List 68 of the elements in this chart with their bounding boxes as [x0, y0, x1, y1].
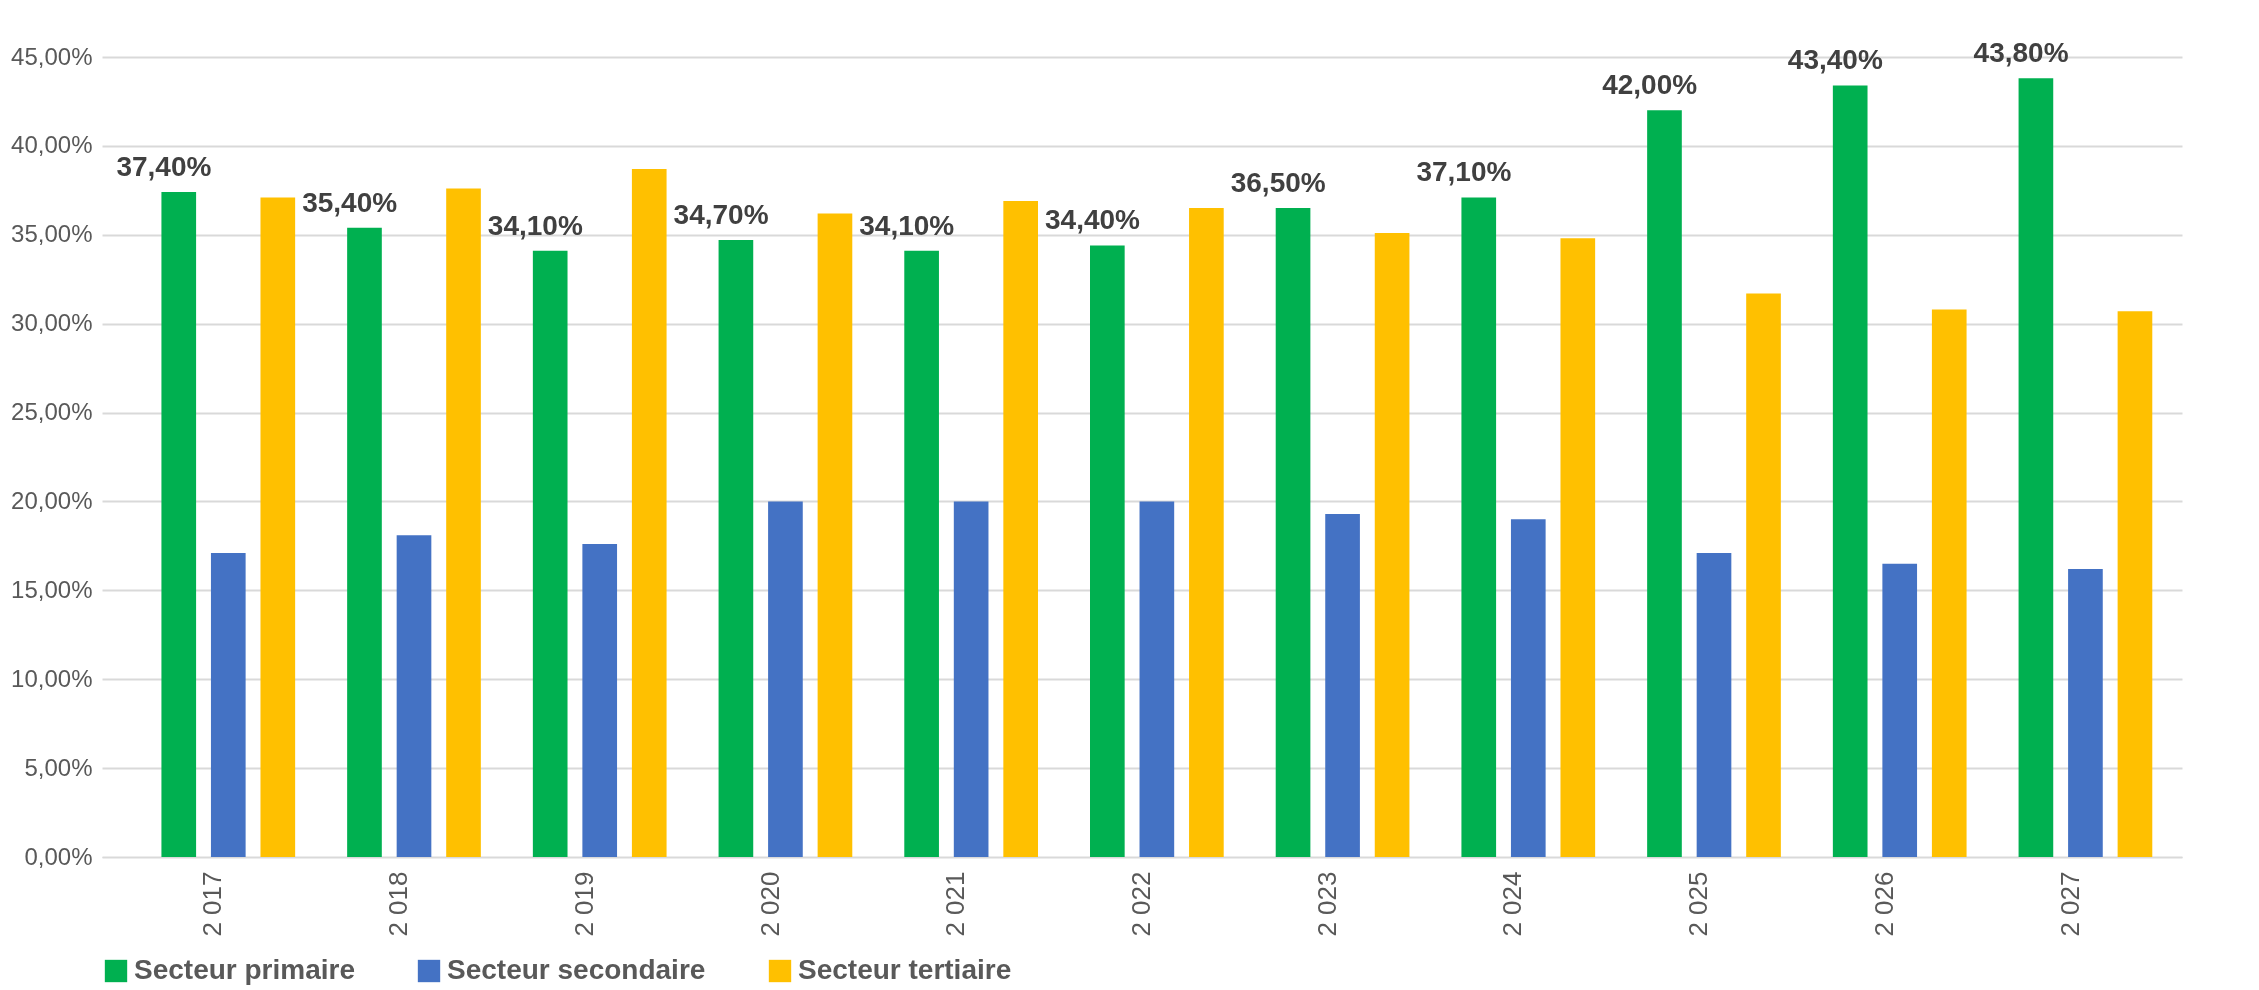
- bar: [210, 553, 246, 857]
- bar: [1696, 553, 1732, 857]
- legend-label: Secteur secondaire: [447, 954, 706, 985]
- x-tick-label: 2 022: [1126, 871, 1156, 937]
- bar: [718, 240, 754, 857]
- data-label: 34,10%: [487, 209, 583, 241]
- bar: [1139, 501, 1175, 857]
- data-label: 36,50%: [1230, 167, 1326, 199]
- data-label: 34,70%: [673, 199, 769, 231]
- bar: [532, 250, 568, 857]
- bar: [631, 169, 667, 857]
- data-label: 43,80%: [1973, 37, 2069, 69]
- legend-label: Secteur tertiaire: [798, 954, 1012, 985]
- y-tick-label: 25,00%: [11, 398, 93, 426]
- data-label: 37,40%: [116, 151, 212, 183]
- bar: [1746, 293, 1781, 857]
- x-tick-label: 2 027: [2054, 871, 2085, 937]
- y-tick-label: 5,00%: [24, 753, 93, 781]
- bar: [1647, 110, 1682, 857]
- bar: [1510, 519, 1546, 857]
- y-tick-label: 0,00%: [24, 842, 93, 870]
- x-tick-label: 2 024: [1497, 871, 1528, 937]
- bar: [904, 250, 939, 857]
- x-tick-label: 2 025: [1683, 871, 1714, 937]
- bar: [446, 188, 481, 857]
- bar: [347, 227, 382, 857]
- bar: [1461, 197, 1497, 857]
- bar: [2068, 569, 2103, 857]
- bar: [1003, 201, 1038, 857]
- bar: [1931, 309, 1967, 857]
- y-tick-label: 45,00%: [11, 42, 93, 70]
- bar: [1832, 85, 1868, 857]
- data-label: 35,40%: [302, 186, 398, 218]
- bar: [396, 535, 432, 857]
- bar: [953, 501, 989, 857]
- legend-label: Secteur primaire: [134, 954, 355, 985]
- bar: [2018, 78, 2054, 857]
- bar: [2117, 311, 2153, 857]
- y-tick-label: 10,00%: [11, 664, 93, 692]
- x-tick-label: 2 018: [383, 871, 414, 937]
- data-label: 37,10%: [1416, 156, 1512, 188]
- bar: [1275, 208, 1311, 857]
- bar: [161, 192, 197, 857]
- y-tick-label: 20,00%: [11, 486, 93, 514]
- bar: [582, 544, 618, 857]
- x-tick-label: 2 023: [1311, 871, 1342, 937]
- y-tick-label: 40,00%: [11, 131, 93, 159]
- bar: [260, 197, 296, 857]
- y-tick-label: 30,00%: [11, 309, 93, 337]
- bar: [1189, 208, 1224, 857]
- x-tick-label: 2 021: [940, 871, 971, 937]
- bar: [817, 213, 853, 857]
- x-tick-label: 2 026: [1868, 871, 1899, 937]
- data-label: 42,00%: [1602, 69, 1698, 101]
- y-tick-label: 15,00%: [11, 575, 93, 603]
- bar: [1090, 245, 1125, 857]
- x-tick-label: 2 019: [568, 871, 599, 937]
- y-tick-label: 35,00%: [11, 220, 93, 248]
- x-tick-label: 2 017: [197, 871, 228, 937]
- data-label: 34,10%: [859, 209, 955, 241]
- x-tick-label: 2 020: [754, 871, 785, 937]
- data-label: 43,40%: [1787, 44, 1883, 76]
- bar: [768, 501, 803, 857]
- bar: [1560, 238, 1596, 857]
- bar: [1882, 563, 1918, 857]
- bar: [1374, 233, 1410, 857]
- data-label: 34,40%: [1044, 204, 1141, 236]
- bar: [1325, 513, 1360, 857]
